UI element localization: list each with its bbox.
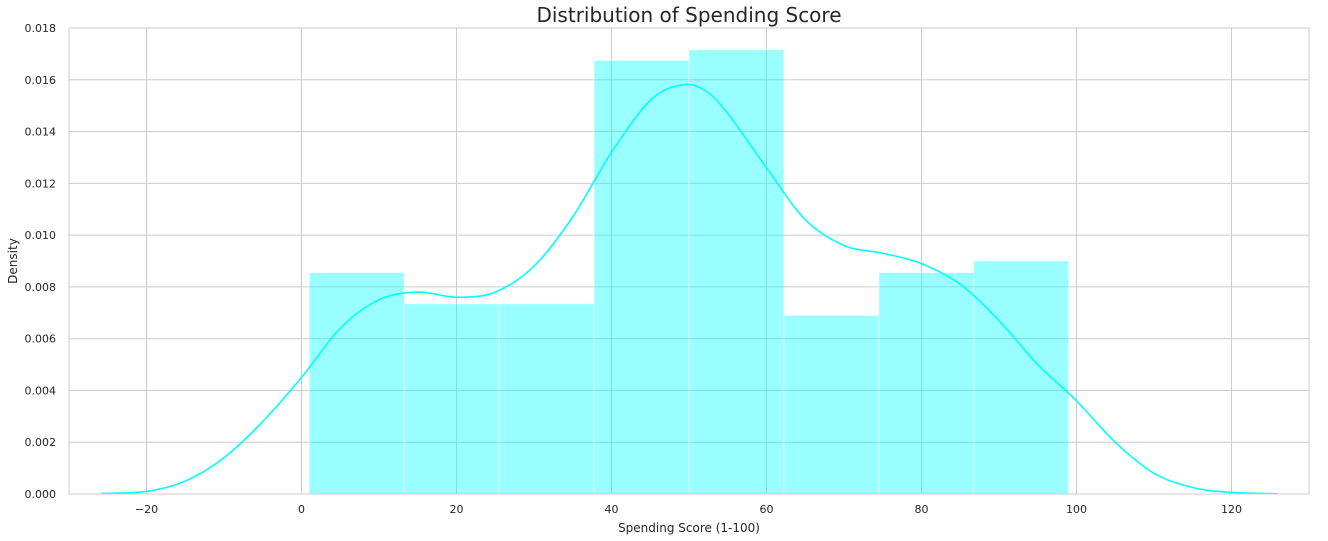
x-tick-label: 100 — [1066, 503, 1087, 516]
histogram-bars — [308, 49, 1070, 495]
x-tick-label: 20 — [450, 503, 464, 516]
x-tick-label: 80 — [915, 503, 929, 516]
histogram-bar — [593, 59, 690, 495]
y-tick-label: 0.018 — [25, 22, 57, 35]
y-tick-label: 0.002 — [25, 436, 57, 449]
y-tick-label: 0.016 — [25, 74, 57, 87]
y-axis-label: Density — [6, 238, 20, 284]
x-axis-label: Spending Score (1-100) — [618, 521, 760, 535]
x-tick-label: −20 — [135, 503, 158, 516]
histogram-bar — [878, 272, 975, 495]
y-tick-label: 0.008 — [25, 281, 57, 294]
histogram-bar — [403, 303, 500, 495]
y-tick-label: 0.012 — [25, 177, 57, 190]
x-tick-label: 0 — [298, 503, 305, 516]
kde-curve — [100, 83, 1279, 495]
plot-frame — [68, 27, 1310, 495]
x-tick-label: 40 — [605, 503, 619, 516]
y-tick-label: 0.010 — [25, 229, 57, 242]
y-tick-label: 0.000 — [25, 488, 57, 501]
y-tick-label: 0.006 — [25, 333, 57, 346]
kde-curve-group — [100, 83, 1279, 495]
y-ticks: 0.000 0.002 0.004 0.006 0.008 0.010 0.012 0.014… — [25, 22, 57, 501]
chart-title: Distribution of Spending Score — [536, 3, 841, 27]
histogram-bar — [783, 314, 880, 495]
histogram-bar — [688, 49, 785, 495]
x-tick-label: 120 — [1221, 503, 1242, 516]
histogram-bar — [973, 260, 1070, 495]
histogram-bar — [498, 303, 595, 495]
y-tick-label: 0.004 — [25, 384, 57, 397]
histogram-bar — [308, 272, 405, 495]
x-tick-label: 60 — [760, 503, 774, 516]
y-tick-label: 0.014 — [25, 126, 57, 139]
x-ticks: −20 0 20 40 60 80 100 120 — [135, 503, 1242, 516]
